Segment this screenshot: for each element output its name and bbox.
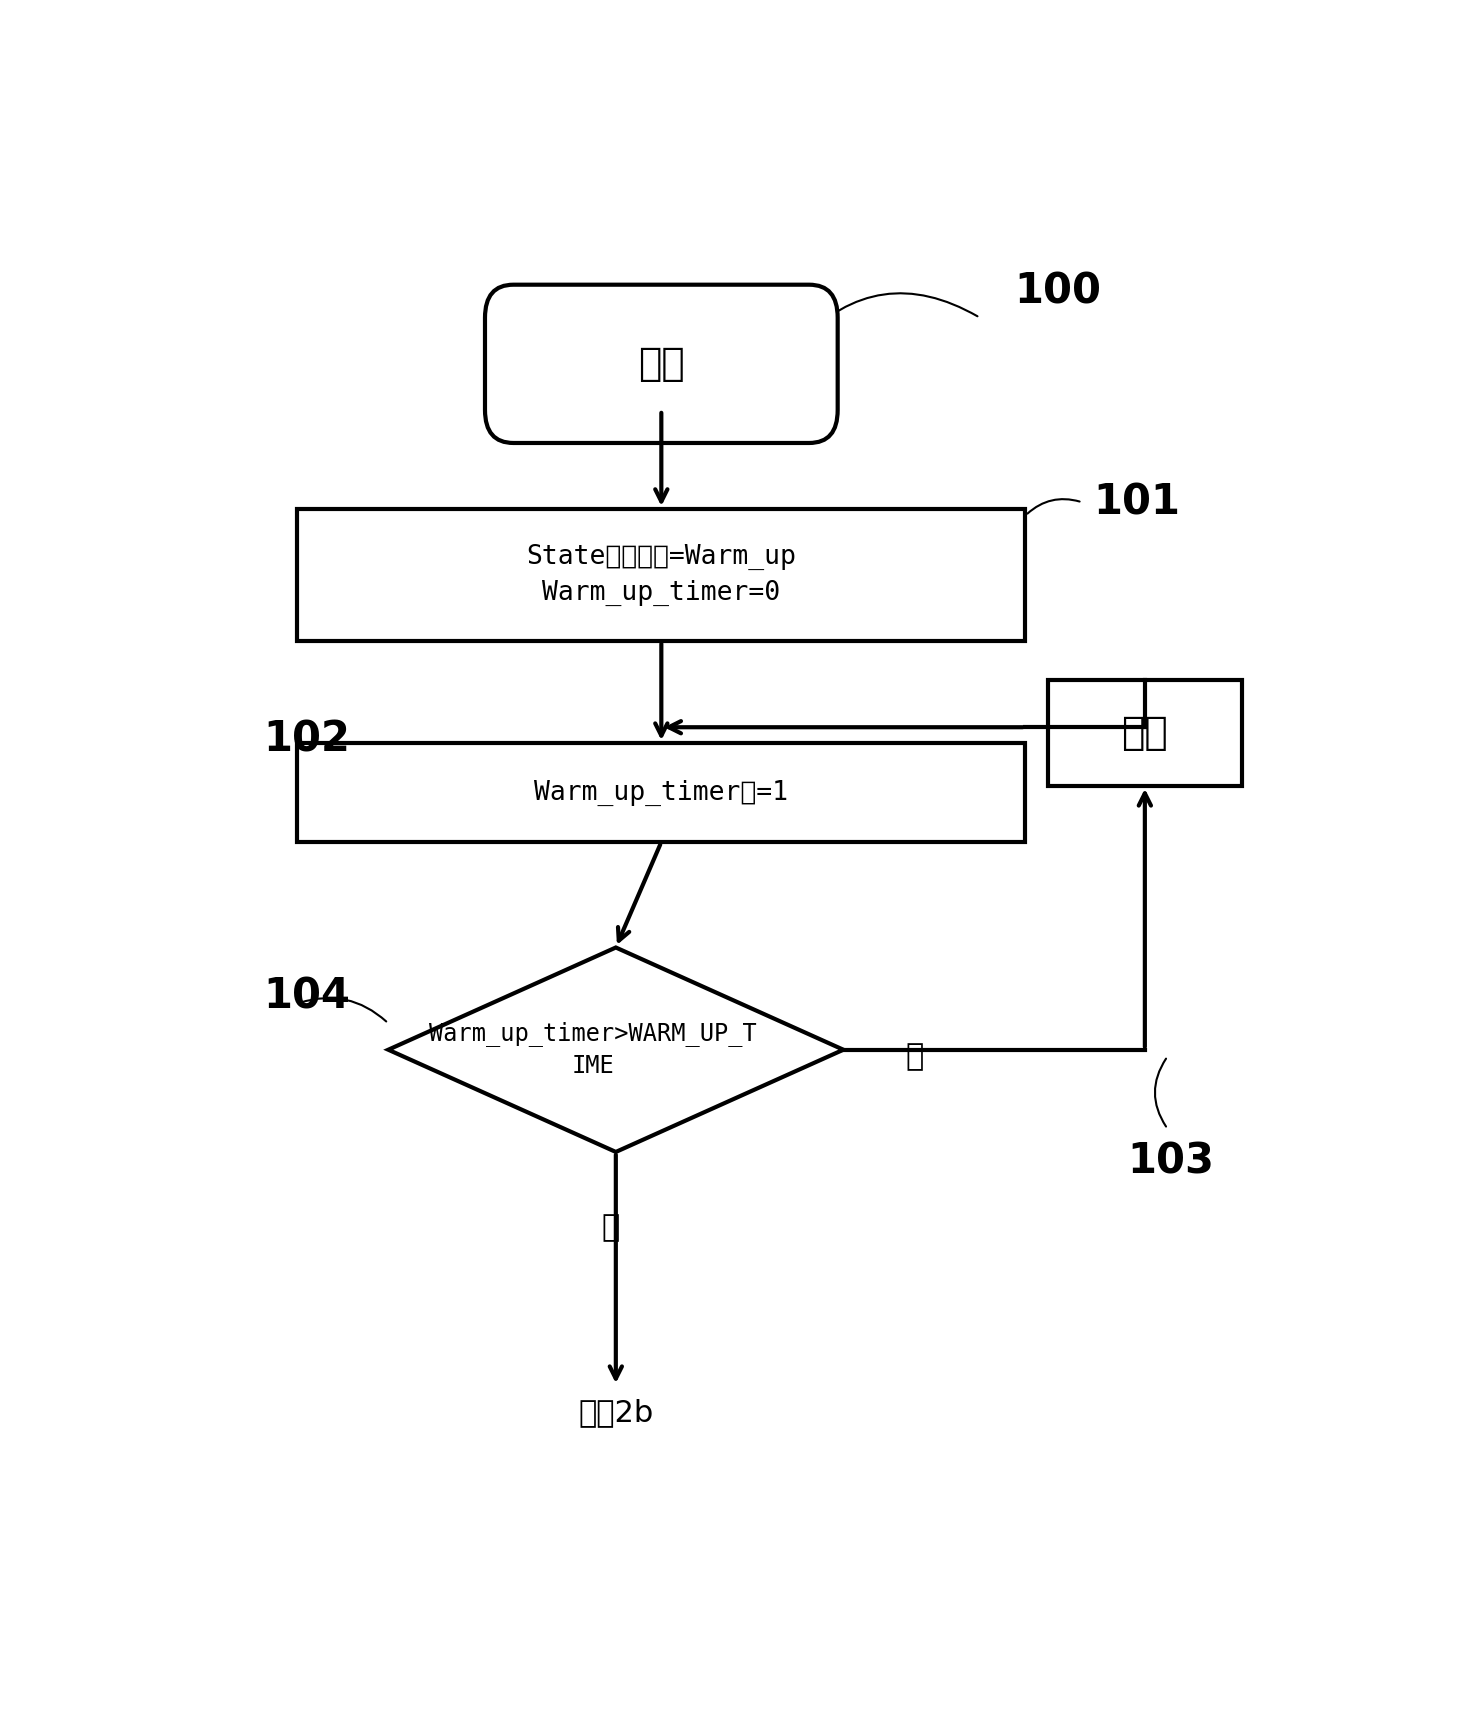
Text: 接图2b: 接图2b bbox=[578, 1398, 653, 1427]
Bar bbox=[1048, 680, 1242, 786]
Bar bbox=[297, 509, 1026, 641]
Text: 100: 100 bbox=[1014, 271, 1101, 312]
Text: 否: 否 bbox=[906, 1042, 925, 1071]
FancyBboxPatch shape bbox=[484, 284, 838, 444]
Text: 等待: 等待 bbox=[1122, 714, 1169, 752]
Text: State（状态）=Warm_up
Warm_up_timer=0: State（状态）=Warm_up Warm_up_timer=0 bbox=[527, 543, 796, 606]
Text: 101: 101 bbox=[1094, 481, 1180, 524]
Polygon shape bbox=[388, 947, 843, 1151]
Text: 是: 是 bbox=[600, 1213, 619, 1242]
Text: Warm_up_timer＋=1: Warm_up_timer＋=1 bbox=[534, 779, 788, 805]
Text: 104: 104 bbox=[263, 976, 349, 1018]
Text: 复位: 复位 bbox=[639, 344, 684, 382]
Text: 103: 103 bbox=[1127, 1141, 1216, 1184]
Text: 102: 102 bbox=[263, 719, 349, 761]
Text: Warm_up_timer>WARM_UP_T
IME: Warm_up_timer>WARM_UP_T IME bbox=[429, 1021, 757, 1077]
Bar bbox=[297, 743, 1026, 843]
